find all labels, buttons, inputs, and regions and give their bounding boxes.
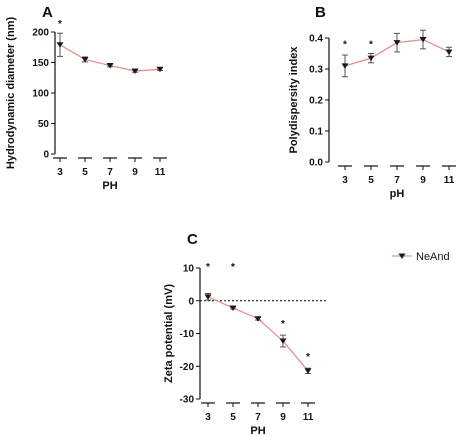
panel-c-series-line (207, 296, 309, 372)
panel-c-y-axis-title: Zeta potential (mV) (163, 284, 175, 383)
panel-a-ytick-label: 50 (38, 119, 50, 130)
panel-a-data-point (106, 63, 114, 69)
panel-c-xtick-label: 5 (230, 412, 236, 423)
panel-c-x-axis-title: PH (250, 425, 265, 436)
panel-a-y-axis-title: Hydrodynamic diameter (nm) (5, 17, 17, 170)
legend-marker (398, 253, 406, 259)
panel-c-data-point (229, 305, 237, 311)
panel-c-significance-star: * (231, 262, 235, 273)
panel-a-ytick-label: 200 (32, 28, 49, 39)
panel-b-ytick-label: 0.4 (309, 34, 323, 45)
panel-a-data-point (131, 68, 139, 75)
panel-c-letter: C (187, 231, 198, 248)
panel-c-xtick-label: 11 (303, 412, 314, 423)
panel-a-data-point (56, 42, 64, 48)
panel-b-significance-star: * (369, 39, 373, 50)
panel-b-x-axis-title: pH (390, 188, 405, 200)
panel-b-ytick-label: 0.1 (309, 127, 323, 138)
panel-c-ytick-label: -20 (180, 362, 195, 373)
panel-c-ytick-label: 0 (188, 296, 194, 307)
panel-c-xtick-label: 7 (255, 412, 261, 423)
panel-b-xtick-label: 3 (342, 175, 348, 186)
panel-b-letter: B (315, 4, 326, 21)
panel-b-significance-star: * (343, 39, 347, 50)
panel-b-xtick-label: 11 (444, 175, 455, 186)
panel-b-data-point (393, 40, 401, 46)
panel-c-ytick-label: 10 (183, 264, 195, 275)
panel-a-data-point (81, 56, 89, 63)
legend-label: NeAnd (416, 251, 450, 263)
panel-c-significance-star: * (281, 319, 285, 330)
panel-a-xtick-label: 3 (57, 167, 63, 178)
panel-b-ytick-label: 0.0 (309, 158, 323, 169)
panel-a-ytick-label: 100 (32, 89, 49, 100)
panel-c-data-point (304, 368, 312, 374)
panel-a-data-point (156, 66, 164, 73)
panel-a-x-axis-title: PH (102, 180, 117, 192)
panel-c-ytick-label: -30 (180, 395, 195, 406)
panel-c-data-point (204, 294, 212, 300)
panel-a-xtick-label: 5 (82, 167, 88, 178)
panel-c-data-point (279, 338, 287, 345)
panel-b-data-point (419, 37, 427, 43)
panel-b-data-point (445, 49, 453, 55)
panel-c-xtick-label: 3 (205, 412, 211, 423)
panel-b-ytick-label: 0.3 (309, 65, 323, 76)
panel-a-xtick-label: 9 (132, 167, 138, 178)
panel-b-xtick-label: 9 (420, 175, 426, 186)
panel-a-ytick-label: 0 (43, 150, 49, 161)
panel-a-xtick-label: 11 (155, 167, 166, 178)
panel-b-data-point (341, 63, 349, 69)
panel-c-data-point (254, 316, 262, 322)
panel-a-ytick-label: 150 (32, 58, 49, 69)
panel-a-xtick-label: 7 (107, 167, 113, 178)
panel-b-xtick-label: 5 (368, 175, 374, 186)
panel-b-data-point (367, 55, 375, 62)
panel-b-ytick-label: 0.2 (309, 96, 323, 107)
panel-b-y-axis-title: Polydispersity index (288, 46, 300, 154)
panel-c-ytick-label: -10 (180, 329, 195, 340)
panel-c-xtick-label: 9 (280, 412, 286, 423)
panel-a-letter: A (42, 4, 53, 21)
panel-a-significance-star: * (58, 19, 62, 30)
panel-b-xtick-label: 7 (394, 175, 400, 186)
panel-c-significance-star: * (206, 262, 210, 273)
panel-c-significance-star: * (306, 352, 310, 363)
